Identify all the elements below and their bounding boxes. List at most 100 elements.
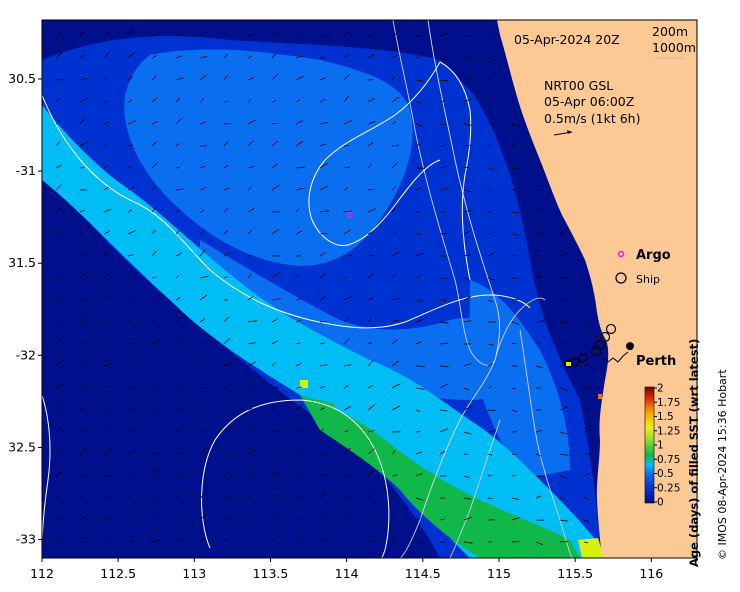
current-vector [463, 123, 472, 126]
current-vector [271, 452, 277, 455]
current-vector [295, 75, 304, 81]
current-vector [511, 167, 520, 170]
current-vector [391, 405, 401, 411]
current-vector [55, 32, 63, 37]
y-tick-label: -31 [16, 163, 36, 178]
current-vector [319, 342, 325, 345]
ship-marker [605, 323, 617, 335]
current-vector [535, 275, 542, 279]
current-vector [319, 515, 324, 521]
current-vector [223, 187, 230, 191]
colorbar-ticks: 2 1.75 1.5 1.25 1 0.75 0.5 0.25 0 [654, 383, 680, 509]
current-vector [415, 101, 424, 104]
current-vector [79, 448, 87, 455]
current-vector [247, 361, 256, 367]
colorbar-tick-label: 1.5 [657, 411, 674, 423]
current-vector [127, 275, 134, 279]
current-vector [295, 120, 303, 125]
sst-region-yellow-patch [578, 538, 604, 558]
current-vector [247, 208, 255, 213]
current-vector [295, 540, 304, 543]
current-vector [487, 57, 497, 61]
current-vector [535, 453, 542, 457]
current-vector [463, 516, 472, 521]
sst-region-light-blue-mid [200, 240, 513, 400]
current-vector [151, 250, 157, 257]
current-vector [199, 386, 206, 389]
current-vector [367, 448, 375, 455]
current-vector [295, 342, 301, 345]
current-vector [127, 99, 132, 103]
argo-float-marker [346, 212, 353, 219]
current-vector [55, 338, 62, 345]
current-vector [367, 318, 372, 323]
current-vector [463, 35, 470, 37]
ship-legend-label: Ship [636, 273, 660, 286]
contour-line-eddy-loop [308, 61, 441, 247]
current-vector [103, 515, 112, 521]
current-vector [199, 186, 207, 191]
current-vector [343, 538, 348, 543]
current-vector [439, 232, 449, 235]
colorbar-tick-label: 1.25 [657, 425, 680, 437]
current-vector [223, 470, 231, 477]
current-vector [151, 97, 158, 103]
current-vector [511, 299, 519, 301]
current-vector [343, 447, 351, 455]
x-tick-label: 113.5 [253, 566, 289, 581]
current-vector [439, 187, 449, 191]
current-vector [343, 74, 350, 81]
plot-frame [41, 19, 698, 559]
current-vector [223, 141, 229, 147]
current-vector [391, 121, 396, 125]
current-vector [271, 516, 277, 521]
current-vector [535, 365, 543, 369]
current-vector [511, 497, 520, 500]
current-vector [223, 276, 228, 279]
current-vector [559, 231, 566, 235]
current-vector [319, 407, 325, 411]
current-vector [511, 409, 518, 413]
current-vector [511, 123, 520, 127]
current-vector [319, 364, 328, 367]
current-vector [271, 140, 279, 147]
current-vector [223, 251, 231, 257]
current-vector [103, 496, 110, 499]
current-scale-label: 0.5m/s (1kt 6h) [544, 111, 640, 126]
colorbar-tick-label: 0 [657, 497, 664, 509]
current-vector [223, 100, 229, 103]
current-vector [247, 342, 256, 345]
plot-area [42, 20, 697, 558]
current-vector [319, 122, 329, 125]
current-vector [55, 141, 61, 147]
current-vector [151, 206, 157, 213]
current-vector [247, 518, 253, 521]
current-vector [127, 428, 135, 433]
current-vector [151, 494, 157, 499]
isobath-label-1000m: 1000m [652, 40, 696, 55]
current-vector [127, 386, 135, 389]
ship-track [563, 323, 617, 369]
isobath-1000m [399, 20, 500, 558]
current-vector [199, 165, 206, 169]
current-vector [271, 538, 276, 543]
current-vector [127, 342, 134, 345]
current-vector [247, 426, 254, 433]
current-vector [343, 430, 349, 433]
current-vector [583, 472, 590, 477]
current-vector [55, 540, 62, 543]
current-vector [319, 185, 328, 191]
current-vector [343, 31, 349, 37]
current-vector [223, 428, 233, 433]
current-vector [559, 475, 568, 479]
current-vector [223, 538, 228, 543]
current-vector [103, 449, 112, 455]
current-vector [535, 495, 542, 499]
current-vector [439, 428, 449, 433]
current-vector [175, 274, 180, 279]
current-vector [319, 491, 326, 499]
current-vector [391, 383, 400, 389]
current-vector [487, 497, 493, 500]
current-vector [175, 209, 180, 213]
current-vector [391, 360, 400, 367]
